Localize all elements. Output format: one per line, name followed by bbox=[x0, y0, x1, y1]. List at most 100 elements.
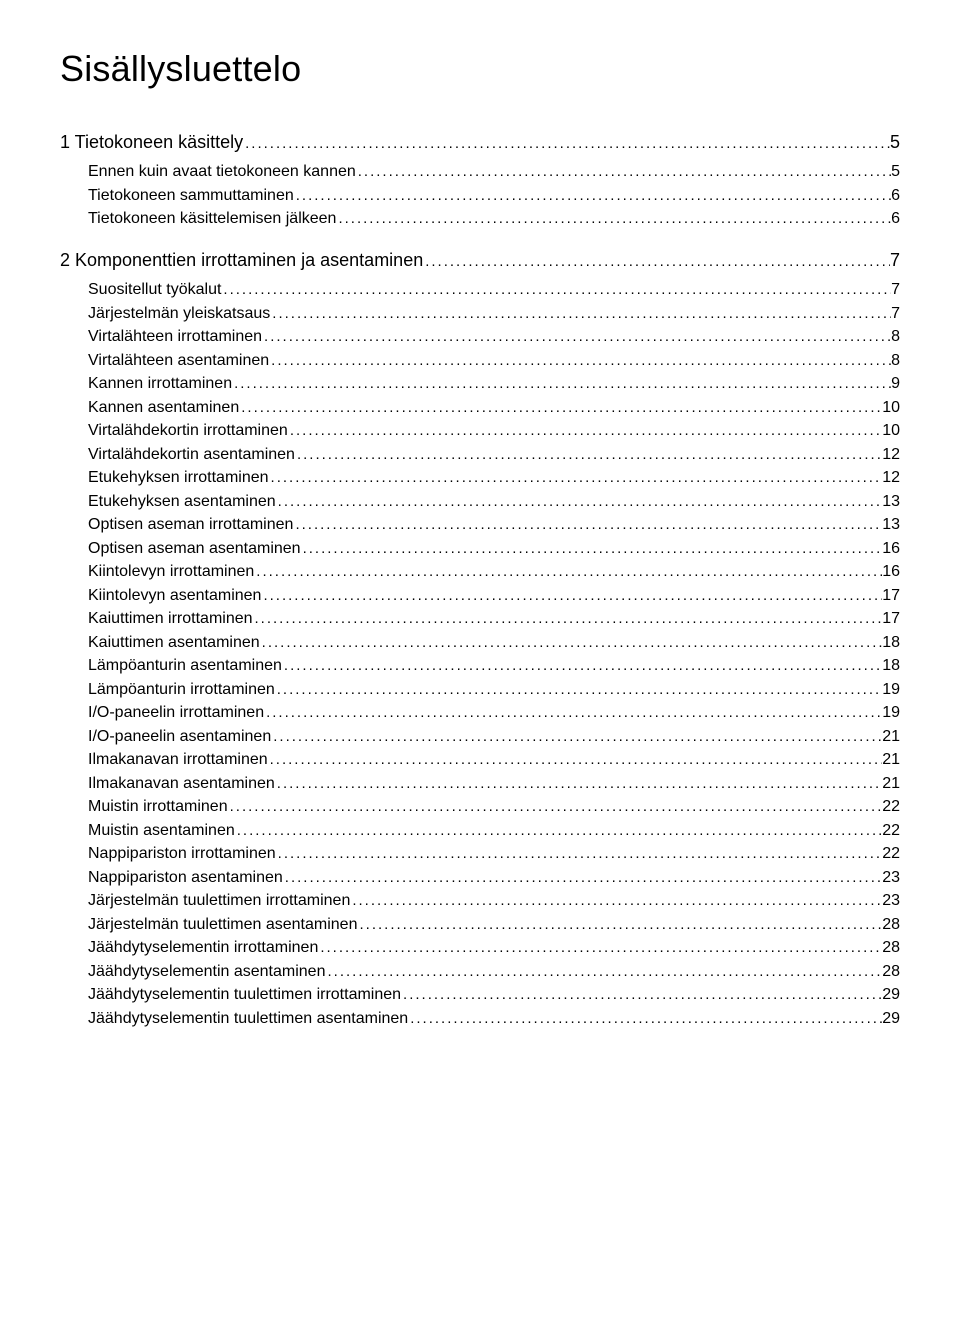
toc-item-label: Ilmakanavan irrottaminen bbox=[88, 751, 268, 769]
toc-page-number: 19 bbox=[882, 704, 900, 722]
toc-item-label: Kiintolevyn irrottaminen bbox=[88, 563, 254, 581]
toc-leader-dots bbox=[254, 563, 882, 580]
toc-leader-dots bbox=[283, 869, 882, 886]
toc-page-number: 12 bbox=[882, 469, 900, 487]
toc-page-number: 22 bbox=[882, 822, 900, 840]
toc-page-number: 5 bbox=[891, 163, 900, 181]
toc-item-label: Kannen asentaminen bbox=[88, 399, 239, 417]
toc-page-number: 22 bbox=[882, 798, 900, 816]
toc-page-number: 12 bbox=[882, 446, 900, 464]
toc-item-label: Kaiuttimen irrottaminen bbox=[88, 610, 253, 628]
toc-item-label: Muistin asentaminen bbox=[88, 822, 235, 840]
toc-page-number: 9 bbox=[891, 375, 900, 393]
toc-section-label: 2 Komponenttien irrottaminen ja asentami… bbox=[60, 250, 423, 271]
toc-item: Kaiuttimen irrottaminen17 bbox=[88, 610, 900, 628]
toc-item: Nappipariston asentaminen 23 bbox=[88, 869, 900, 887]
toc-item: Kaiuttimen asentaminen18 bbox=[88, 634, 900, 652]
toc-item-label: Jäähdytyselementin tuulettimen irrottami… bbox=[88, 986, 401, 1004]
toc-page-number: 28 bbox=[882, 939, 900, 957]
toc-leader-dots bbox=[325, 963, 882, 980]
toc-item-label: Ennen kuin avaat tietokoneen kannen bbox=[88, 163, 356, 181]
toc-page-number: 10 bbox=[882, 399, 900, 417]
toc-item: Etukehyksen irrottaminen 12 bbox=[88, 469, 900, 487]
toc-item: I/O-paneelin asentaminen21 bbox=[88, 728, 900, 746]
toc-item: Tietokoneen sammuttaminen 6 bbox=[88, 187, 900, 205]
toc-leader-dots bbox=[268, 751, 883, 768]
toc-item: Järjestelmän tuulettimen irrottaminen23 bbox=[88, 892, 900, 910]
toc-item: I/O-paneelin irrottaminen 19 bbox=[88, 704, 900, 722]
toc-item: Optisen aseman asentaminen 16 bbox=[88, 540, 900, 558]
toc-page-number: 18 bbox=[882, 657, 900, 675]
toc-item-label: Tietokoneen käsittelemisen jälkeen bbox=[88, 210, 336, 228]
toc-item-label: Etukehyksen irrottaminen bbox=[88, 469, 269, 487]
toc-item: Muistin irrottaminen 22 bbox=[88, 798, 900, 816]
toc-item-label: Etukehyksen asentaminen bbox=[88, 493, 276, 511]
toc-item: Lämpöanturin irrottaminen 19 bbox=[88, 681, 900, 699]
toc-item: Nappipariston irrottaminen22 bbox=[88, 845, 900, 863]
toc-item-label: Ilmakanavan asentaminen bbox=[88, 775, 275, 793]
toc-page-number: 7 bbox=[890, 250, 900, 271]
toc-item: Kannen irrottaminen9 bbox=[88, 375, 900, 393]
toc-leader-dots bbox=[275, 775, 882, 792]
toc-item-label: Kiintolevyn asentaminen bbox=[88, 587, 261, 605]
toc-section-label: 1 Tietokoneen käsittely bbox=[60, 132, 243, 153]
toc-leader-dots bbox=[228, 798, 883, 815]
toc-item-label: Nappipariston asentaminen bbox=[88, 869, 283, 887]
toc-item-label: Virtalähdekortin asentaminen bbox=[88, 446, 295, 464]
toc-item-label: Virtalähteen asentaminen bbox=[88, 352, 269, 370]
toc-item: Jäähdytyselementin asentaminen28 bbox=[88, 963, 900, 981]
toc-item-label: Tietokoneen sammuttaminen bbox=[88, 187, 294, 205]
toc-leader-dots bbox=[423, 253, 890, 270]
toc-leader-dots bbox=[232, 375, 891, 392]
toc-item: Järjestelmän tuulettimen asentaminen28 bbox=[88, 916, 900, 934]
toc-page-number: 13 bbox=[882, 516, 900, 534]
toc-page-number: 8 bbox=[891, 328, 900, 346]
toc-page-number: 21 bbox=[882, 728, 900, 746]
toc-leader-dots bbox=[293, 516, 882, 533]
toc-item-label: Virtalähteen irrottaminen bbox=[88, 328, 262, 346]
toc-section-2: 2 Komponenttien irrottaminen ja asentami… bbox=[60, 250, 900, 271]
toc-item-label: Muistin irrottaminen bbox=[88, 798, 228, 816]
toc-leader-dots bbox=[282, 657, 882, 674]
toc-page-number: 21 bbox=[882, 775, 900, 793]
toc-page-number: 10 bbox=[882, 422, 900, 440]
toc-leader-dots bbox=[276, 845, 883, 862]
toc-leader-dots bbox=[275, 681, 882, 698]
toc-item: Järjestelmän yleiskatsaus7 bbox=[88, 305, 900, 323]
toc-leader-dots bbox=[261, 587, 882, 604]
toc-leader-dots bbox=[269, 469, 883, 486]
toc-item: Jäähdytyselementin tuulettimen irrottami… bbox=[88, 986, 900, 1004]
toc-leader-dots bbox=[260, 634, 883, 651]
toc-item: Jäähdytyselementin irrottaminen 28 bbox=[88, 939, 900, 957]
toc-page-number: 6 bbox=[891, 210, 900, 228]
toc-leader-dots bbox=[270, 305, 891, 322]
toc-item: Virtalähdekortin asentaminen 12 bbox=[88, 446, 900, 464]
toc-leader-dots bbox=[356, 163, 891, 180]
toc-page-number: 8 bbox=[891, 352, 900, 370]
toc-item: Kannen asentaminen 10 bbox=[88, 399, 900, 417]
toc-item: Lämpöanturin asentaminen18 bbox=[88, 657, 900, 675]
toc-page-number: 23 bbox=[882, 869, 900, 887]
toc-page-number: 6 bbox=[891, 187, 900, 205]
toc-item: Tietokoneen käsittelemisen jälkeen 6 bbox=[88, 210, 900, 228]
toc-page-number: 17 bbox=[882, 587, 900, 605]
toc-item-label: Kaiuttimen asentaminen bbox=[88, 634, 260, 652]
page-title: Sisällysluettelo bbox=[60, 48, 900, 90]
toc-leader-dots bbox=[357, 916, 882, 933]
toc-item-label: Lämpöanturin irrottaminen bbox=[88, 681, 275, 699]
toc-leader-dots bbox=[253, 610, 883, 627]
toc-page-number: 19 bbox=[882, 681, 900, 699]
toc-item: Suositellut työkalut7 bbox=[88, 281, 900, 299]
toc-item-label: Jäähdytyselementin irrottaminen bbox=[88, 939, 318, 957]
toc-item: Etukehyksen asentaminen13 bbox=[88, 493, 900, 511]
toc-page-number: 28 bbox=[882, 963, 900, 981]
toc-page-number: 28 bbox=[882, 916, 900, 934]
toc-item-label: Optisen aseman asentaminen bbox=[88, 540, 301, 558]
toc-item: Virtalähdekortin irrottaminen10 bbox=[88, 422, 900, 440]
toc-item-label: Suositellut työkalut bbox=[88, 281, 221, 299]
toc-item: Ilmakanavan asentaminen 21 bbox=[88, 775, 900, 793]
toc-page-number: 5 bbox=[890, 132, 900, 153]
toc-item-label: Jäähdytyselementin tuulettimen asentamin… bbox=[88, 1010, 408, 1028]
toc-item-label: I/O-paneelin irrottaminen bbox=[88, 704, 264, 722]
toc-leader-dots bbox=[401, 986, 882, 1003]
